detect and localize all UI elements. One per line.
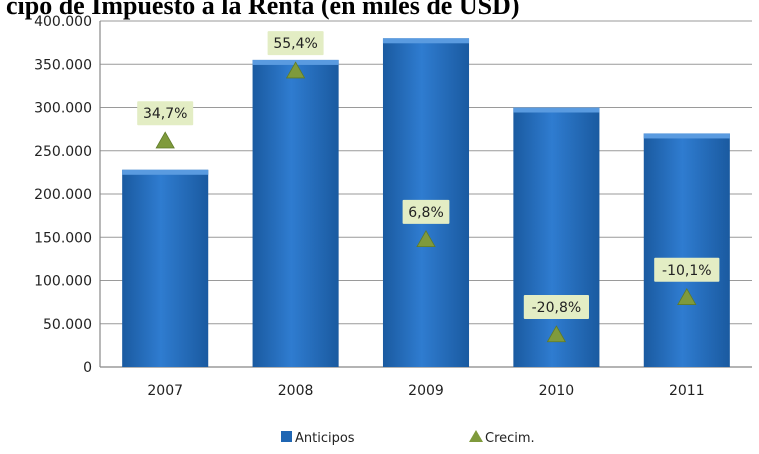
y-tick-label: 0 (83, 360, 92, 376)
bar-top-highlight (643, 133, 730, 139)
x-tick-label: 2011 (669, 383, 705, 399)
bar-top-highlight (122, 169, 209, 175)
x-tick-label: 2010 (539, 383, 575, 399)
y-tick-label: 200.000 (34, 187, 92, 203)
chart-legend: Anticipos Crecim. (281, 430, 535, 446)
data-label-box (654, 257, 720, 282)
data-label: 34,7% (143, 106, 187, 122)
data-label: -10,1% (662, 263, 712, 279)
data-label: 55,4% (273, 36, 317, 52)
data-label-box (402, 199, 450, 224)
growth-marker (416, 230, 436, 247)
data-label-box (267, 31, 324, 56)
bar (122, 169, 209, 367)
bar-top-highlight (382, 38, 470, 44)
growth-marker (677, 287, 697, 305)
y-tick-label: 250.000 (34, 144, 92, 160)
y-tick-label: 100.000 (34, 274, 92, 290)
y-tick-label: 300.000 (34, 101, 92, 117)
chart-title: cipo de Impuesto a la Renta (en miles de… (6, 0, 520, 20)
growth-marker (155, 131, 175, 149)
legend-swatch-crecim (469, 430, 483, 442)
data-label: -20,8% (532, 300, 582, 316)
growth-marker (546, 325, 567, 343)
data-label-box (137, 101, 194, 126)
growth-marker (285, 61, 306, 79)
legend-label-anticipos: Anticipos (295, 431, 355, 446)
legend-swatch-anticipos (281, 431, 292, 442)
x-tick-label: 2008 (278, 383, 314, 399)
bar (252, 59, 339, 368)
y-tick-label: 50.000 (43, 317, 92, 333)
bar-top-highlight (513, 107, 600, 113)
data-label-box (523, 294, 589, 319)
legend-label-crecim: Crecim. (485, 431, 535, 446)
bar (513, 107, 600, 367)
x-tick-label: 2007 (147, 383, 183, 399)
y-tick-label: 350.000 (34, 57, 92, 73)
y-tick-label: 150.000 (34, 230, 92, 246)
y-tick-label: 400.000 (34, 14, 92, 30)
x-tick-label: 2009 (408, 383, 444, 399)
data-label: 6,8% (408, 205, 444, 221)
bar (643, 133, 730, 367)
